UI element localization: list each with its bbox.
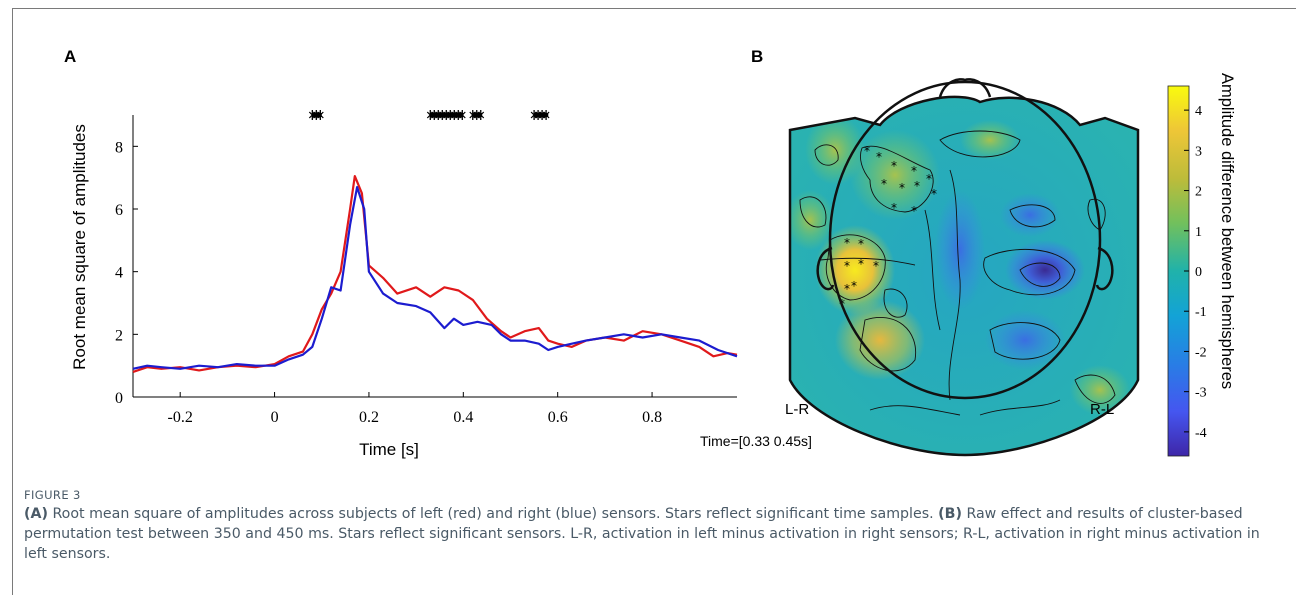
x-tick-label: 0.4 [453, 409, 473, 426]
figure-frame [12, 8, 1296, 595]
colorbar-tick-label: -3 [1195, 386, 1207, 401]
sensor-star: * [891, 201, 897, 215]
sensor-star: * [873, 259, 879, 273]
series-line-1 [132, 186, 738, 370]
time-window-label: Time=[0.33 0.45s] [700, 433, 812, 449]
y-tick-label: 2 [115, 327, 123, 344]
x-tick-label: 0 [271, 409, 279, 426]
y-tick-label: 4 [115, 265, 123, 282]
colorbar-tick-label: -4 [1195, 426, 1207, 441]
figure-caption: (A) Root mean square of amplitudes acros… [24, 504, 1274, 564]
colorbar-tick-label: 2 [1195, 185, 1202, 200]
figure-canvas: A -0.2 0 0.2 0.4 0.6 0.8 0 2 4 6 8 Time [s] Root m… [64, 47, 1236, 459]
significance-marker-0 [308, 110, 324, 120]
sensor-star: * [844, 282, 850, 296]
x-tick-label: -0.2 [168, 409, 193, 426]
caption-a-label: (A) [24, 506, 48, 522]
panel-a-series [132, 175, 738, 373]
colorbar-tick-label: -2 [1195, 345, 1207, 360]
significance-marker-1 [426, 110, 466, 120]
panel-a-ticks: -0.2 0 0.2 0.4 0.6 0.8 0 2 4 6 8 [115, 139, 662, 426]
colorbar-tick-label: 1 [1195, 225, 1202, 240]
sensor-star: * [931, 187, 937, 201]
sensor-star: * [926, 172, 932, 186]
panel-a-line-chart: -0.2 0 0.2 0.4 0.6 0.8 0 2 4 6 8 [115, 110, 738, 426]
figure-label: FIGURE 3 [24, 488, 81, 502]
series-line-0 [132, 175, 738, 373]
x-tick-label: 0.2 [359, 409, 379, 426]
caption-b-label: (B) [938, 506, 962, 522]
y-tick-label: 8 [115, 139, 123, 156]
sensor-star: * [911, 164, 917, 178]
colorbar-tick-label: -1 [1195, 305, 1207, 320]
sensor-star: * [844, 259, 850, 273]
sensor-star: * [911, 204, 917, 218]
caption-a-text: Root mean square of amplitudes across su… [47, 506, 939, 522]
y-axis-label: Root mean square of amplitudes [70, 124, 89, 370]
colorbar-tick-label: 0 [1195, 265, 1202, 280]
y-tick-label: 6 [115, 202, 123, 219]
colorbar-tick-label: 4 [1195, 104, 1202, 119]
sensor-star: * [851, 279, 857, 293]
sensor-star: * [891, 159, 897, 173]
colorbar-ticks: 4 3 2 1 0 -1 -2 -3 -4 [1184, 104, 1207, 441]
significance-marker-2 [469, 110, 485, 120]
caption-b-text: Raw effect and results of cluster-based … [24, 506, 1260, 562]
panel-b-label: B [751, 47, 763, 66]
sensor-star: * [858, 237, 864, 251]
sensor-star: * [858, 257, 864, 271]
left-minus-right-label: L-R [785, 401, 809, 418]
colorbar: 4 3 2 1 0 -1 -2 -3 -4 [1167, 85, 1207, 457]
panel-a-label: A [64, 47, 76, 66]
panel-a-significance-markers [308, 110, 550, 120]
significant-sensor-markers: * ** *** * *** ** ** * **** [839, 144, 937, 311]
x-tick-label: 0.8 [642, 409, 662, 426]
y-tick-label: 0 [115, 390, 123, 407]
right-minus-left-label: R-L [1090, 401, 1114, 418]
sensor-star: * [844, 236, 850, 250]
sensor-star: * [914, 179, 920, 193]
significance-marker-3 [530, 110, 550, 120]
panel-a-axes [132, 115, 737, 398]
x-tick-label: 0.6 [548, 409, 568, 426]
sensor-star: * [876, 150, 882, 164]
colorbar-title: Amplitude difference between hemispheres [1218, 73, 1236, 389]
scalp-topography-map: * ** *** * *** ** ** * **** [788, 78, 1140, 457]
sensor-star: * [899, 181, 905, 195]
x-axis-label: Time [s] [359, 440, 419, 459]
sensor-star: * [881, 177, 887, 191]
colorbar-tick-label: 3 [1195, 144, 1202, 159]
sensor-star: * [864, 144, 870, 158]
